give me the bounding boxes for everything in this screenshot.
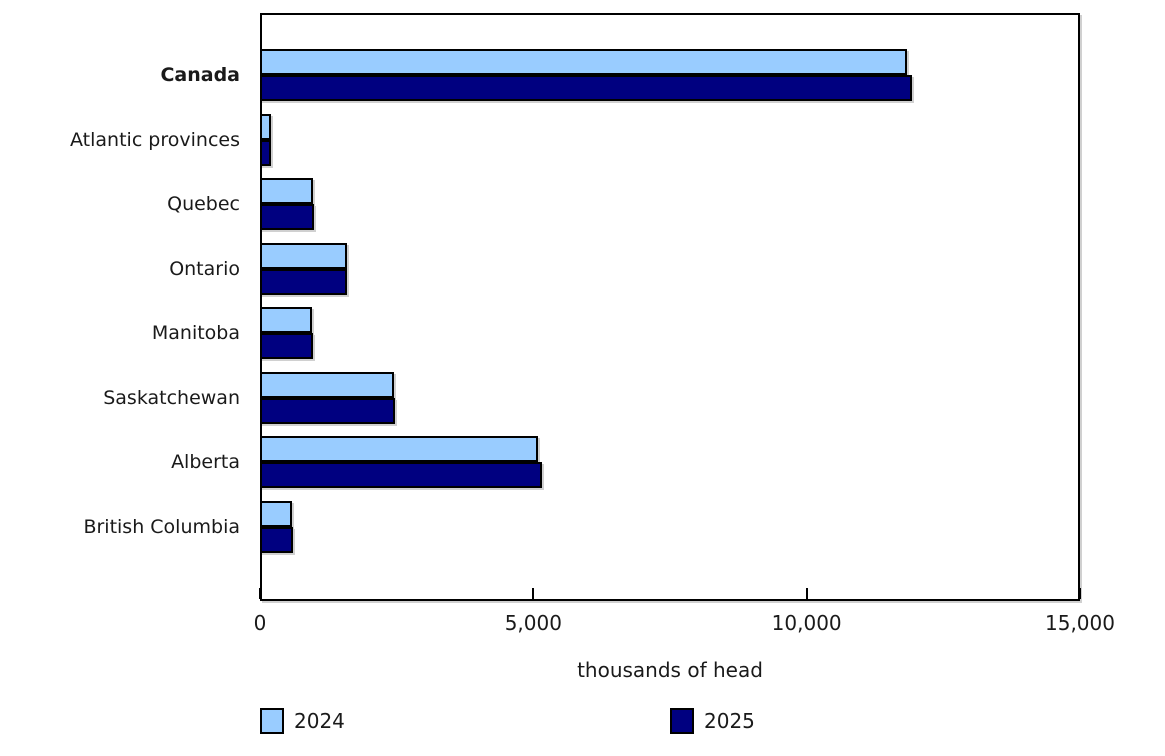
bar-2025-saskatchewan bbox=[260, 397, 395, 424]
bar-2024-manitoba bbox=[260, 307, 312, 334]
bar-2024-british-columbia bbox=[260, 500, 292, 527]
x-tick-label-15-000: 15,000 bbox=[1045, 611, 1115, 635]
bar-2025-canada bbox=[260, 75, 912, 101]
category-label-manitoba: Manitoba bbox=[151, 322, 240, 345]
category-label-alberta: Alberta bbox=[171, 451, 240, 474]
legend-swatch-2024 bbox=[260, 708, 284, 734]
bar-2024-quebec bbox=[260, 178, 313, 205]
legend-swatch-2025 bbox=[670, 708, 694, 734]
category-label-saskatchewan: Saskatchewan bbox=[103, 386, 240, 409]
bar-2025-alberta bbox=[260, 462, 542, 489]
plot-area bbox=[260, 13, 1080, 601]
x-tick-label-5-000: 5,000 bbox=[504, 611, 562, 635]
bar-2024-canada bbox=[260, 49, 907, 75]
category-label-ontario: Ontario bbox=[169, 257, 240, 280]
x-tick-label-0: 0 bbox=[253, 611, 267, 635]
legend-label-2024: 2024 bbox=[294, 709, 345, 733]
x-tick-mark-5-000 bbox=[532, 588, 535, 599]
x-axis-title: thousands of head bbox=[577, 658, 763, 682]
legend-item-2025: 2025 bbox=[670, 706, 755, 736]
category-label-quebec: Quebec bbox=[167, 193, 240, 216]
bar-2025-british-columbia bbox=[260, 526, 293, 553]
x-tick-mark-0 bbox=[259, 588, 261, 599]
bar-2025-ontario bbox=[260, 268, 347, 295]
bar-2024-ontario bbox=[260, 242, 347, 269]
x-tick-mark-15-000 bbox=[1079, 588, 1081, 599]
category-label-canada: Canada bbox=[160, 64, 240, 86]
legend-item-2024: 2024 bbox=[260, 706, 345, 736]
category-label-atlantic-provinces: Atlantic provinces bbox=[70, 128, 240, 151]
bar-2024-alberta bbox=[260, 436, 538, 463]
category-label-british-columbia: British Columbia bbox=[83, 515, 240, 538]
bar-2024-atlantic-provinces bbox=[260, 113, 271, 140]
bar-2025-manitoba bbox=[260, 333, 313, 360]
bar-2024-saskatchewan bbox=[260, 371, 394, 398]
legend-label-2025: 2025 bbox=[704, 709, 755, 733]
x-tick-label-10-000: 10,000 bbox=[771, 611, 842, 635]
bar-2025-atlantic-provinces bbox=[260, 139, 271, 166]
bar-2025-quebec bbox=[260, 204, 314, 231]
x-tick-mark-10-000 bbox=[805, 588, 808, 599]
